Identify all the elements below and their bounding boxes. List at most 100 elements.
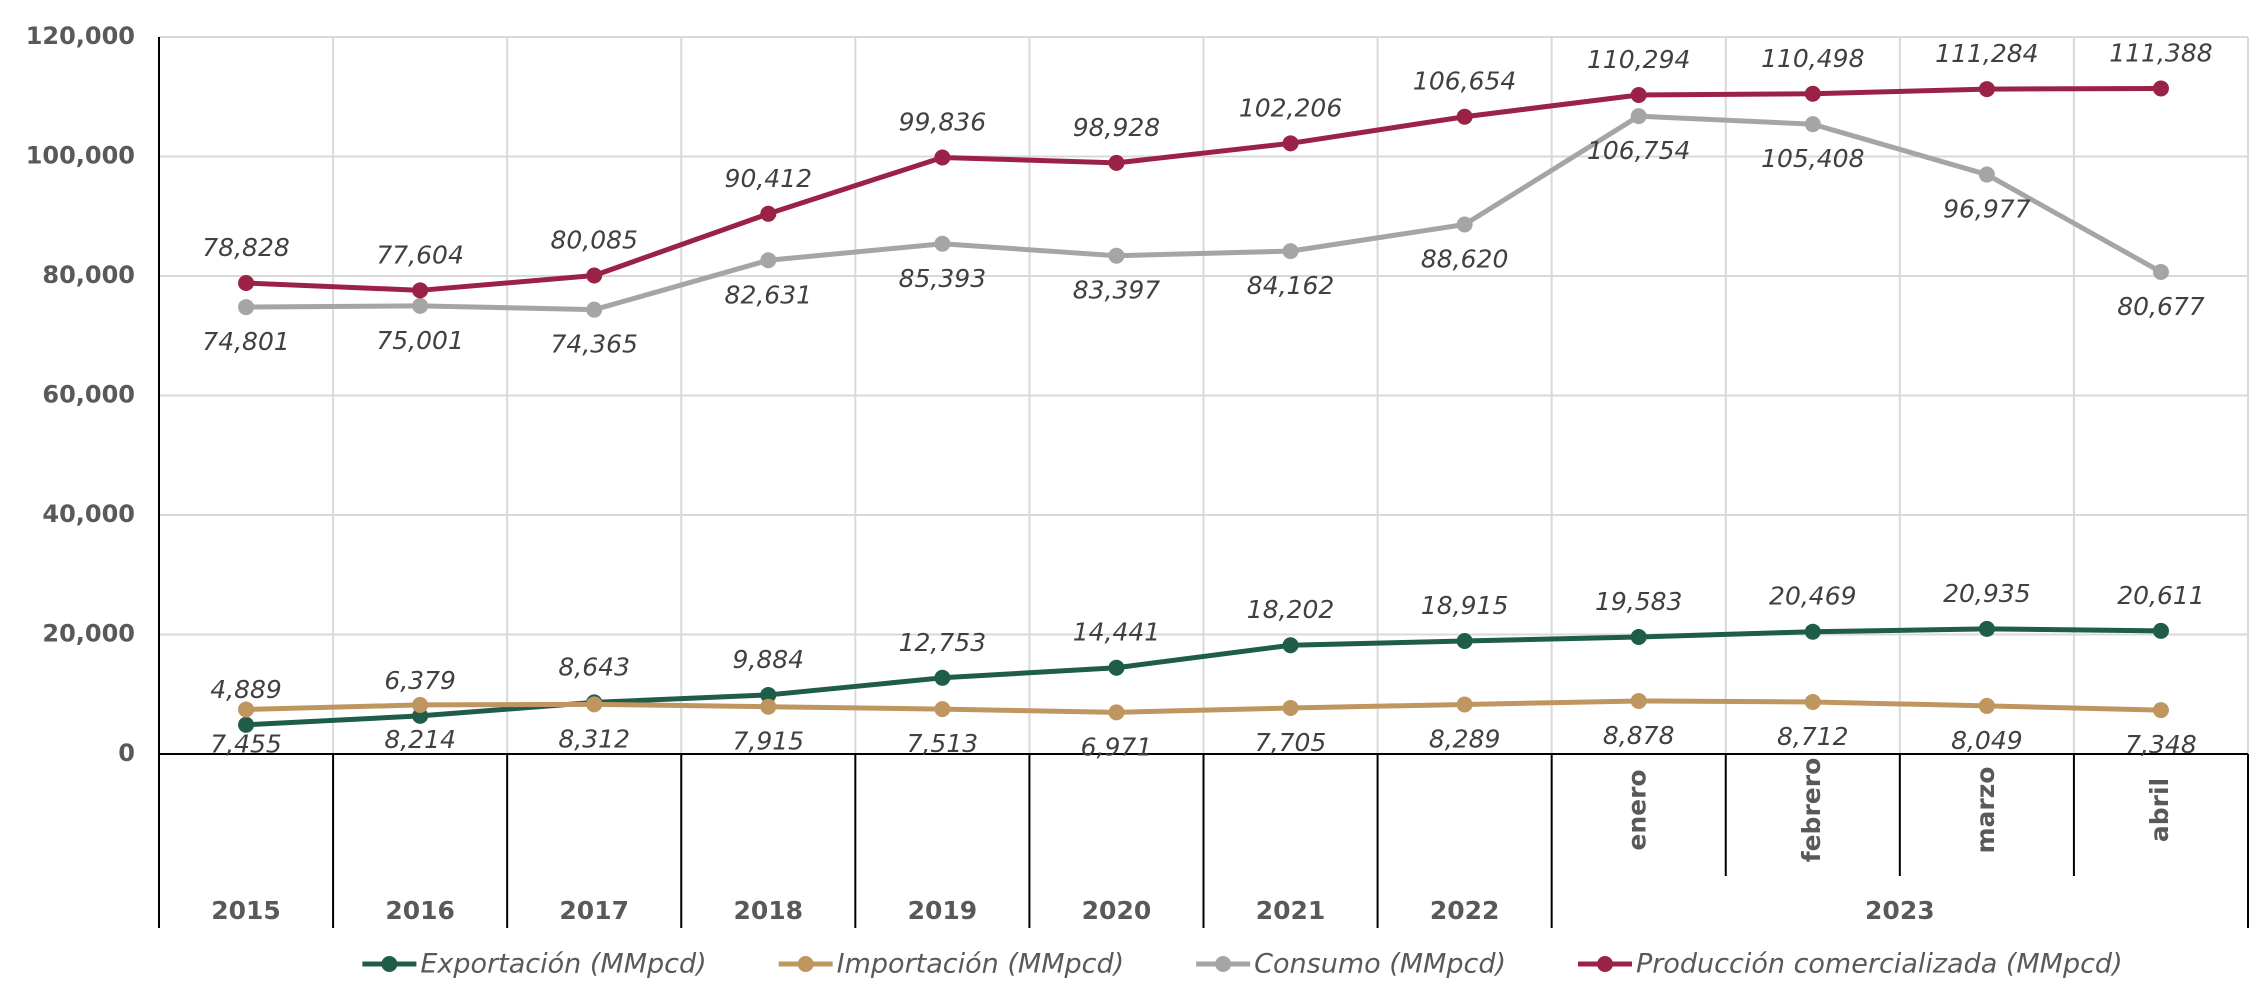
marker [1456, 696, 1473, 713]
data-label: 84,162 [1247, 271, 1334, 300]
marker [1108, 704, 1125, 721]
legend-marker [1215, 956, 1232, 972]
x-tick-label: 2020 [1082, 896, 1152, 925]
data-label: 14,441 [1073, 618, 1160, 647]
series-line [245, 698, 2162, 715]
marker [1978, 166, 1995, 183]
y-tick-label: 40,000 [42, 500, 135, 528]
marker [412, 282, 429, 299]
data-label: 7,348 [2125, 730, 2197, 759]
data-label: 83,397 [1073, 276, 1161, 305]
marker [934, 149, 951, 166]
marker [1282, 699, 1299, 716]
marker [238, 701, 255, 718]
x-tick-label: 2019 [908, 896, 978, 925]
data-label: 80,677 [2117, 292, 2205, 321]
data-label: 74,801 [202, 327, 289, 356]
data-label: 111,388 [2109, 38, 2212, 67]
data-label: 106,654 [1413, 67, 1516, 96]
marker [1804, 623, 1821, 640]
marker [1282, 243, 1299, 260]
legend-marker [381, 956, 398, 972]
x-tick-label: febrero [1797, 758, 1826, 863]
data-label: 8,289 [1429, 724, 1501, 753]
marker [2152, 80, 2169, 97]
data-label: 8,312 [558, 724, 630, 753]
data-label: 106,754 [1587, 136, 1690, 165]
data-label: 4,889 [210, 675, 282, 704]
data-label: 18,915 [1421, 591, 1508, 620]
x-group-label: 2023 [1865, 896, 1935, 925]
x-tick-label: 2018 [733, 896, 803, 925]
marker [934, 701, 951, 718]
marker [412, 707, 429, 724]
data-label: 110,498 [1761, 44, 1864, 73]
x-tick-label: enero [1623, 769, 1652, 850]
data-label: 82,631 [725, 280, 812, 309]
data-label: 7,513 [907, 729, 979, 758]
marker [1978, 81, 1995, 98]
legend-label: Producción comercializada (MMpcd) [1636, 949, 2123, 980]
marker [1630, 86, 1647, 103]
data-label: 90,412 [725, 164, 812, 193]
y-tick-label: 0 [118, 739, 135, 767]
x-tick-label: marzo [1971, 767, 2000, 854]
data-label: 102,206 [1239, 93, 1342, 122]
x-tick-label: 2015 [211, 896, 281, 925]
y-tick-label: 120,000 [26, 22, 135, 50]
data-label: 98,928 [1073, 113, 1160, 142]
data-label: 6,379 [384, 666, 456, 695]
x-tick-label: 2017 [559, 896, 629, 925]
data-label: 77,604 [376, 240, 463, 269]
data-label: 7,455 [210, 729, 282, 758]
data-label: 75,001 [376, 326, 463, 355]
data-label: 20,611 [2117, 581, 2204, 610]
marker [1804, 116, 1821, 133]
data-label: 18,202 [1247, 595, 1334, 624]
data-label: 111,284 [1935, 39, 2038, 68]
series-line [246, 113, 2163, 313]
data-label: 19,583 [1595, 587, 1682, 616]
data-label: 9,884 [733, 645, 805, 674]
marker [1282, 135, 1299, 152]
marker [1456, 632, 1473, 649]
marker [1804, 85, 1821, 102]
data-label: 12,753 [899, 628, 986, 657]
marker [1630, 692, 1647, 709]
data-label: 8,214 [384, 725, 456, 754]
legend-marker [797, 956, 814, 972]
marker [1456, 216, 1473, 233]
data-label: 80,085 [550, 225, 637, 254]
data-label: 78,828 [202, 233, 289, 262]
marker [1630, 108, 1647, 125]
marker [1630, 628, 1647, 645]
marker [1282, 637, 1299, 654]
data-label: 74,365 [550, 330, 637, 359]
marker [1456, 108, 1473, 125]
marker [238, 299, 255, 316]
marker [760, 698, 777, 715]
data-label: 20,469 [1769, 582, 1856, 611]
marker [760, 686, 777, 703]
marker [1804, 693, 1821, 710]
series-line [245, 85, 2161, 293]
data-label: 88,620 [1421, 244, 1508, 273]
marker [2152, 263, 2169, 280]
marker [238, 275, 255, 292]
marker [586, 301, 603, 318]
data-label: 99,836 [899, 107, 986, 136]
data-label: 85,393 [899, 264, 986, 293]
marker [934, 235, 951, 252]
marker [1108, 247, 1125, 264]
x-tick-label: 2016 [385, 896, 455, 925]
x-tick-label: 2021 [1256, 896, 1326, 925]
data-label: 8,643 [558, 652, 630, 681]
marker [2152, 622, 2169, 639]
y-tick-label: 80,000 [42, 261, 135, 289]
marker [760, 205, 777, 222]
marker [412, 297, 429, 314]
marker [412, 696, 429, 713]
legend-marker [1597, 956, 1614, 972]
marker [934, 669, 951, 686]
data-label: 20,935 [1943, 579, 2030, 608]
